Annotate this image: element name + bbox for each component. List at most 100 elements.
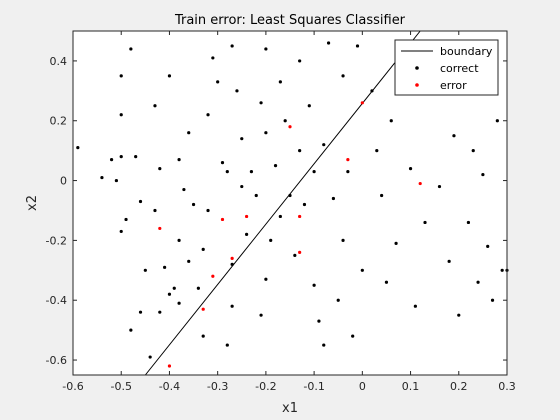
correct-point <box>201 334 205 338</box>
correct-point <box>288 193 292 198</box>
correct-point <box>158 167 162 171</box>
boundary-line <box>144 30 421 376</box>
correct-point <box>264 277 268 281</box>
error-point <box>418 181 422 186</box>
correct-point <box>269 238 273 242</box>
correct-point <box>278 80 282 84</box>
error-point <box>360 101 364 105</box>
correct-point <box>264 131 268 135</box>
legend-box <box>394 39 499 96</box>
error-point <box>245 214 249 219</box>
correct-point <box>191 202 196 207</box>
y-tick-label: 0.2 <box>50 115 68 128</box>
correct-point <box>322 143 326 147</box>
correct-point <box>129 47 133 51</box>
y-axis: -0.6 -0.4 -0.2 0 0.2 0.4 <box>46 55 507 367</box>
correct-point <box>124 217 128 222</box>
correct-point <box>447 259 451 263</box>
correct-point <box>481 172 485 177</box>
correct-point <box>346 169 350 174</box>
correct-point <box>384 280 389 284</box>
correct-point <box>129 328 133 332</box>
correct-point <box>167 74 172 78</box>
correct-point <box>408 167 413 171</box>
legend: boundary correct error <box>394 39 499 96</box>
error-point <box>158 226 162 231</box>
correct-point <box>182 187 186 192</box>
correct-point <box>119 155 123 159</box>
correct-point <box>201 247 205 251</box>
correct-point <box>490 298 495 302</box>
correct-point <box>389 119 393 123</box>
y-axis-title: x2 <box>25 195 40 211</box>
legend-boundary-label: boundary <box>440 45 493 58</box>
correct-point <box>100 175 104 180</box>
correct-point <box>230 262 234 266</box>
correct-point <box>259 313 263 317</box>
x-tick-label: 0.2 <box>450 380 468 393</box>
correct-point <box>273 164 278 168</box>
correct-point <box>452 134 456 138</box>
correct-point <box>380 193 384 198</box>
correct-point <box>119 229 123 234</box>
correct-point <box>423 220 427 225</box>
correct-point <box>437 184 442 189</box>
correct-point <box>486 244 490 248</box>
correct-point <box>138 199 143 204</box>
correct-point <box>158 310 162 314</box>
correct-point <box>394 241 398 245</box>
y-tick-label: 0 <box>60 175 67 188</box>
correct-point <box>240 137 244 141</box>
correct-point <box>278 214 282 219</box>
error-point <box>298 250 302 254</box>
correct-point <box>187 259 191 263</box>
correct-point <box>283 119 287 123</box>
correct-point <box>230 304 234 308</box>
correct-point <box>331 196 335 201</box>
error-point <box>220 217 225 222</box>
correct-point <box>476 280 480 284</box>
correct-point <box>230 44 234 48</box>
correct-point <box>471 149 475 153</box>
correct-point <box>495 119 499 123</box>
correct-point <box>355 44 360 48</box>
correct-point <box>177 301 181 305</box>
correct-point <box>249 169 254 174</box>
x-tick-label: -0.3 <box>207 380 228 393</box>
error-point <box>346 158 350 162</box>
x-tick-label: -0.4 <box>159 380 180 393</box>
correct-point <box>302 202 307 207</box>
y-tick-label: 0.4 <box>50 55 68 68</box>
x-axis-title: x1 <box>282 401 298 416</box>
correct-point <box>307 104 311 108</box>
correct-point <box>138 310 143 314</box>
correct-point <box>153 104 157 108</box>
boundary-line-group <box>144 30 421 376</box>
correct-point <box>187 131 191 135</box>
legend-correct-swatch <box>415 66 419 70</box>
correct-point <box>206 113 210 117</box>
correct-point <box>312 169 316 174</box>
error-point <box>211 274 215 278</box>
y-tick-label: -0.4 <box>46 294 67 307</box>
correct-point <box>264 47 268 51</box>
correct-point <box>167 292 172 296</box>
correct-point <box>153 208 157 213</box>
correct-point <box>317 319 321 323</box>
y-tick-label: -0.2 <box>46 234 67 247</box>
correct-point <box>245 232 249 237</box>
correct-point <box>341 74 345 78</box>
correct-point <box>457 313 461 317</box>
correct-point <box>211 56 215 60</box>
x-tick-label: -0.5 <box>110 380 131 393</box>
points-group <box>76 41 509 368</box>
correct-point <box>336 298 340 302</box>
correct-point <box>240 184 244 189</box>
correct-point <box>76 146 80 150</box>
correct-point <box>119 74 123 78</box>
x-tick-label: -0.6 <box>62 380 83 393</box>
correct-point <box>235 89 239 93</box>
correct-point <box>259 101 263 105</box>
legend-error-swatch <box>415 83 419 87</box>
